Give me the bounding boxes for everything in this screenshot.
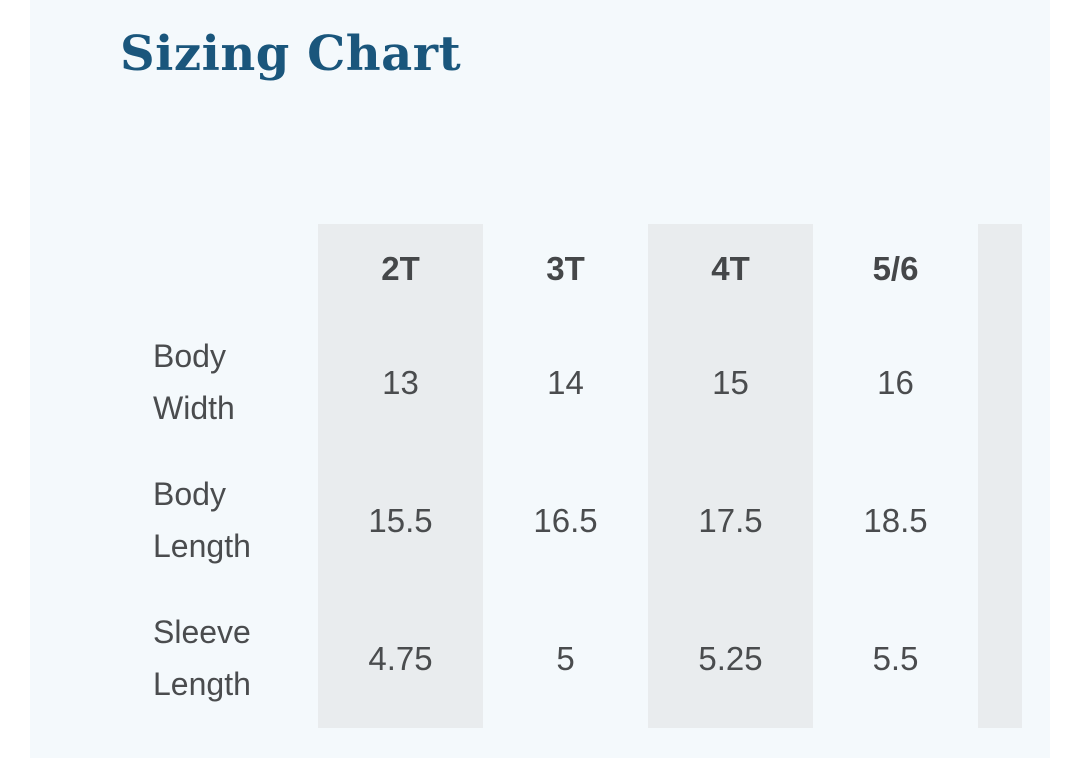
row-label-body-length: Body Length [153, 452, 318, 590]
table-cell-clipped [978, 452, 1022, 590]
table-cell: 5.25 [648, 590, 813, 728]
column-header-3t: 3T [546, 250, 585, 287]
table-cell-clipped [978, 590, 1022, 728]
table-cell: 14 [547, 364, 584, 401]
table-cell: 4.75 [318, 590, 483, 728]
row-label-text: Body Width [153, 338, 235, 426]
table-cell: 15 [648, 314, 813, 452]
table-cell: 18.5 [863, 502, 928, 539]
table-cell: 5 [556, 640, 575, 677]
page-title: Sizing Chart [120, 26, 462, 82]
sizing-table-scroll-area[interactable]: 2T 3T 4T 5/6 Body Width 13 14 15 16 Body… [153, 224, 1022, 728]
table-cell: 13 [318, 314, 483, 452]
row-label-sleeve-length: Sleeve Length [153, 590, 318, 728]
table-cell: 15.5 [318, 452, 483, 590]
column-header-2t: 2T [318, 224, 483, 314]
table-cell: 16.5 [533, 502, 598, 539]
column-header-5-6: 5/6 [872, 250, 919, 287]
row-label-text: Body Length [153, 476, 251, 564]
column-header-4t: 4T [648, 224, 813, 314]
row-label-text: Sleeve Length [153, 614, 251, 702]
table-cell: 17.5 [648, 452, 813, 590]
row-label-body-width: Body Width [153, 314, 318, 452]
table-corner-cell [153, 224, 318, 314]
table-cell: 16 [877, 364, 914, 401]
table-cell: 5.5 [872, 640, 919, 677]
column-header-clipped [978, 224, 1022, 314]
sizing-table: 2T 3T 4T 5/6 Body Width 13 14 15 16 Body… [153, 224, 1022, 728]
table-cell-clipped [978, 314, 1022, 452]
sizing-chart-panel: Sizing Chart 2T 3T 4T 5/6 Body Width 13 … [30, 0, 1050, 758]
